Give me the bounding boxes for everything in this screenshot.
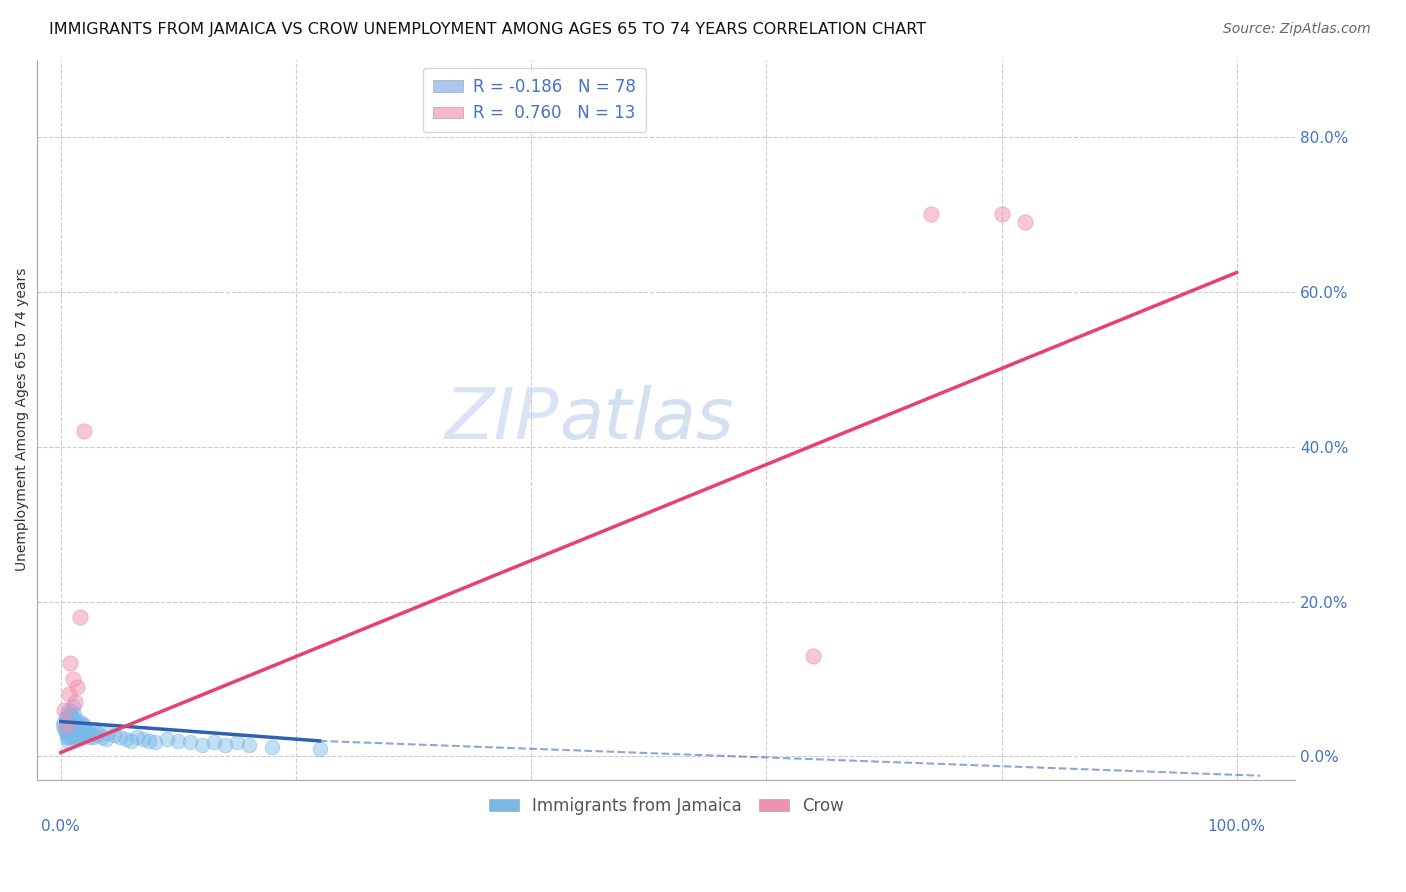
Point (63, 695, 86, 709)
Point (55, 711, 77, 725)
Point (97, 726, 120, 740)
Point (82, 730, 104, 744)
Point (59, 726, 82, 740)
Text: atlas: atlas (560, 385, 734, 454)
Point (202, 735, 225, 749)
Point (70, 717, 93, 731)
Text: ZIP: ZIP (446, 385, 560, 454)
Point (53, 723, 76, 737)
Text: IMMIGRANTS FROM JAMAICA VS CROW UNEMPLOYMENT AMONG AGES 65 TO 74 YEARS CORRELATI: IMMIGRANTS FROM JAMAICA VS CROW UNEMPLOY… (49, 22, 927, 37)
Point (58, 723, 80, 737)
Point (56, 711, 79, 725)
Point (62, 720, 84, 734)
Point (77, 723, 100, 737)
Point (69, 610, 91, 624)
Legend: Immigrants from Jamaica, Crow: Immigrants from Jamaica, Crow (482, 790, 851, 822)
Point (70, 726, 93, 740)
Point (62, 711, 84, 725)
Point (55, 720, 77, 734)
Point (65, 726, 87, 740)
Point (73, 728, 96, 742)
Point (156, 732, 179, 747)
Point (143, 735, 166, 749)
Point (53, 703, 76, 717)
Point (262, 740, 284, 755)
Point (58, 714, 80, 729)
Point (60, 712, 83, 726)
Point (62, 706, 84, 721)
Point (94, 732, 117, 747)
Point (83, 723, 105, 737)
Point (79, 726, 101, 740)
Point (120, 734, 142, 748)
Point (52, 718, 75, 732)
Point (69, 730, 91, 744)
Point (60, 730, 83, 744)
Point (59, 706, 82, 721)
Point (238, 738, 260, 752)
Point (55, 730, 77, 744)
Point (77, 730, 100, 744)
Point (920, 207, 942, 221)
Point (73, 424, 96, 438)
Point (179, 735, 201, 749)
Point (55, 718, 77, 732)
Text: 0.0%: 0.0% (41, 819, 80, 834)
Point (69, 726, 91, 740)
Point (214, 738, 236, 752)
Point (103, 728, 125, 742)
Point (55, 714, 77, 729)
Point (65, 717, 87, 731)
Point (75, 724, 97, 739)
Point (308, 741, 330, 756)
Point (69, 714, 91, 729)
Point (58, 688, 80, 702)
Point (63, 712, 86, 726)
Point (1014, 215, 1036, 229)
Point (55, 726, 77, 740)
Point (67, 728, 90, 742)
Point (58, 730, 80, 744)
Point (138, 734, 160, 748)
Point (56, 734, 79, 748)
Point (59, 718, 82, 732)
Point (108, 730, 131, 744)
Point (132, 732, 155, 747)
Point (69, 720, 91, 734)
Point (63, 730, 86, 744)
Text: Source: ZipAtlas.com: Source: ZipAtlas.com (1223, 22, 1371, 37)
Point (63, 723, 86, 737)
Point (62, 672, 84, 686)
Point (226, 735, 249, 749)
Point (60, 720, 83, 734)
Point (73, 718, 96, 732)
Point (127, 730, 149, 744)
Point (62, 699, 84, 714)
Point (990, 207, 1012, 221)
Point (53, 714, 76, 729)
Point (91, 730, 114, 744)
Point (55, 706, 77, 721)
Point (58, 703, 80, 717)
Point (55, 723, 77, 737)
Point (114, 732, 136, 747)
Point (66, 680, 89, 694)
Point (56, 726, 79, 740)
Y-axis label: Unemployment Among Ages 65 to 74 years: Unemployment Among Ages 65 to 74 years (15, 268, 30, 571)
Point (62, 728, 84, 742)
Point (62, 726, 84, 740)
Point (67, 718, 90, 732)
Point (191, 738, 214, 752)
Point (87, 726, 110, 740)
Point (62, 718, 84, 732)
Point (167, 734, 190, 748)
Point (59, 657, 82, 671)
Point (72, 723, 94, 737)
Text: 100.0%: 100.0% (1208, 819, 1265, 834)
Point (66, 730, 89, 744)
Point (76, 728, 98, 742)
Point (803, 648, 825, 663)
Point (66, 720, 89, 734)
Point (84, 728, 107, 742)
